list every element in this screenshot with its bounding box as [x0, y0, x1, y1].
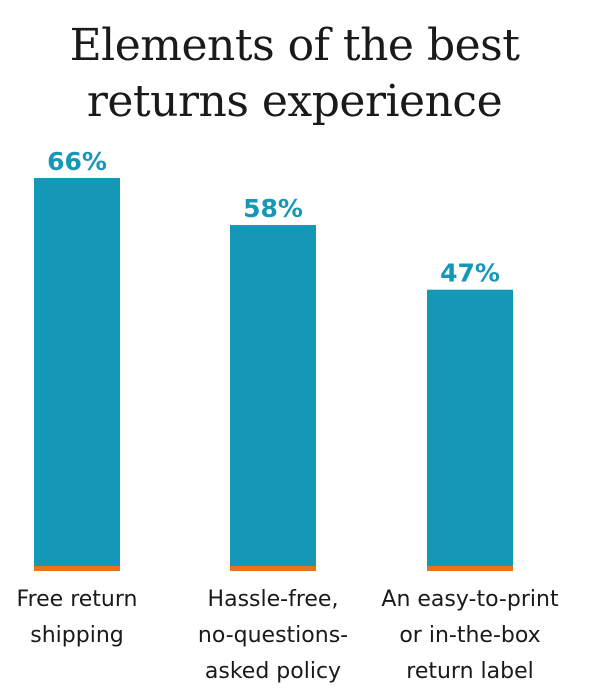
category-label-2-line-3: asked policy [205, 659, 341, 684]
category-label-2-line-1: Hassle-free, [208, 587, 339, 612]
value-label-3: 47% [440, 259, 500, 288]
category-label-1-line-1: Free return [17, 587, 138, 612]
bar-baseline-2 [230, 566, 316, 571]
category-label-3-line-3: return label [406, 659, 533, 684]
chart-title: Elements of the best returns experience [0, 18, 589, 130]
bar-1 [34, 178, 120, 566]
bar-baseline-1 [34, 566, 120, 571]
chart-title-line-1: Elements of the best [69, 20, 520, 71]
category-label-1-line-2: shipping [30, 623, 123, 648]
bar-baseline-3 [427, 566, 513, 571]
bar-3 [427, 289, 513, 566]
bar-2 [230, 225, 316, 566]
value-label-2: 58% [243, 194, 303, 223]
category-label-3-line-2: or in-the-box [399, 623, 540, 648]
category-label-2-line-2: no-questions- [198, 623, 348, 648]
value-label-1: 66% [47, 147, 107, 176]
category-label-3-line-1: An easy-to-print [381, 587, 559, 612]
chart-title-line-2: returns experience [86, 76, 503, 127]
